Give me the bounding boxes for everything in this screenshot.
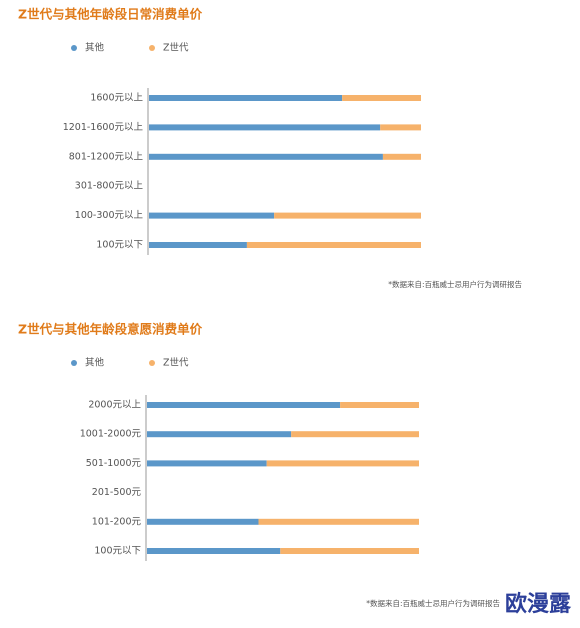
- legend-marker: [149, 360, 155, 366]
- bar-segment: [149, 95, 343, 101]
- bar-segment: [147, 402, 341, 408]
- category-label: 2000元以上: [88, 400, 141, 411]
- bar-segment: [258, 518, 419, 525]
- legend-marker: [71, 360, 77, 366]
- category-label: 1201-1600元以上: [63, 122, 144, 133]
- category-label: 100元以下: [94, 546, 141, 557]
- chart-title: Z世代与其他年龄段日常消费单价: [18, 7, 203, 22]
- bar-segment: [280, 548, 419, 554]
- bar-segment: [149, 212, 275, 219]
- legend-marker: [149, 45, 155, 51]
- category-label: 201-500元: [92, 487, 142, 498]
- bar-segment: [382, 153, 421, 160]
- legend-label: Z世代: [163, 42, 189, 54]
- bar-segment: [149, 242, 247, 248]
- category-label: 100-300元以上: [75, 210, 144, 221]
- source-note: *数据来自:百瓶威士忌用户行为调研报告: [366, 598, 500, 608]
- bar-segment: [274, 212, 421, 219]
- legend-label: 其他: [85, 42, 105, 54]
- bar-segment: [246, 242, 421, 248]
- category-label: 501-1000元: [86, 458, 142, 469]
- bar-segment: [149, 124, 381, 131]
- bar-segment: [147, 548, 281, 554]
- category-label: 301-800元以上: [75, 181, 144, 192]
- bar-segment: [266, 460, 419, 467]
- bar-segment: [149, 153, 383, 160]
- legend-label: Z世代: [163, 357, 189, 369]
- bar-segment: [380, 124, 421, 131]
- watermark: 欧漫露: [505, 591, 572, 617]
- bar-segment: [340, 402, 419, 408]
- bar-segment: [147, 460, 267, 467]
- legend-label: 其他: [85, 357, 105, 369]
- category-label: 801-1200元以上: [69, 151, 144, 162]
- category-label: 1600元以上: [90, 93, 143, 104]
- category-label: 100元以下: [96, 240, 143, 251]
- legend-marker: [71, 45, 77, 51]
- bar-segment: [147, 431, 292, 438]
- chart-title: Z世代与其他年龄段意愿消费单价: [18, 322, 203, 337]
- category-label: 101-200元: [92, 516, 142, 527]
- bar-segment: [291, 431, 419, 438]
- bar-segment: [147, 518, 259, 525]
- bar-segment: [342, 95, 421, 101]
- category-label: 1001-2000元: [80, 429, 142, 440]
- source-note: *数据来自:百瓶威士忌用户行为调研报告: [388, 279, 522, 289]
